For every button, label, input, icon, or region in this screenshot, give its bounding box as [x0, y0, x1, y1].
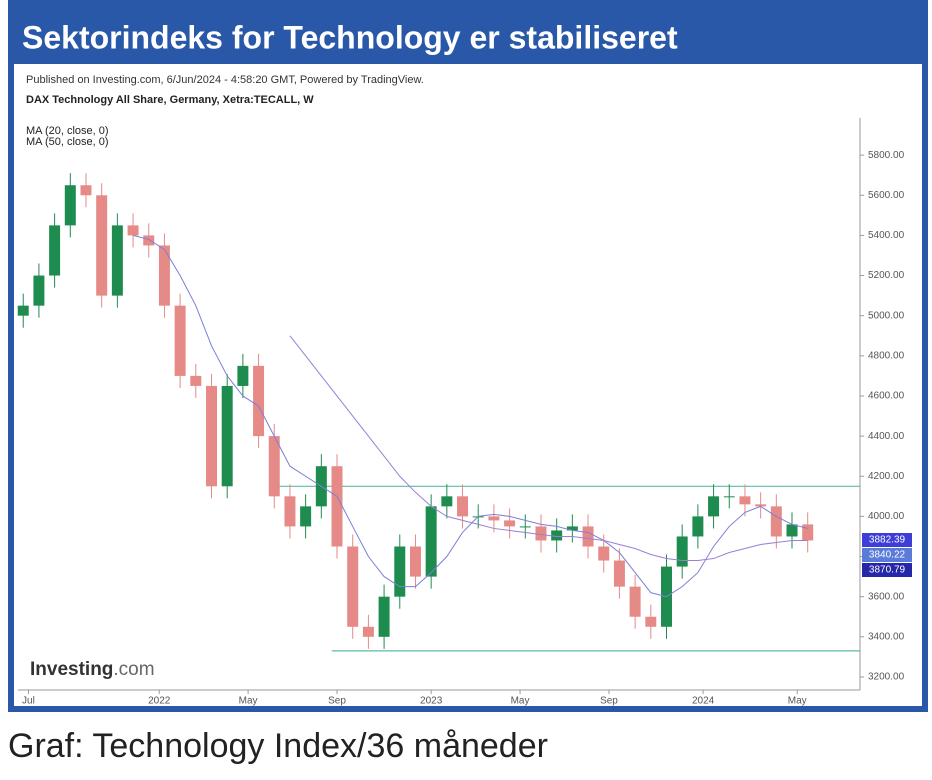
- x-tick-label: Sep: [600, 696, 618, 707]
- candle-body: [174, 305, 186, 376]
- candle-body: [190, 375, 202, 386]
- candle-body: [300, 506, 312, 527]
- candle-body: [802, 524, 814, 541]
- legend-entry: MA (50, close, 0): [26, 136, 109, 148]
- brand-logo: Investing.com: [30, 659, 155, 680]
- price-label-bg: [862, 532, 912, 547]
- price-label: 3840.22: [869, 550, 906, 561]
- x-tick-label: 2024: [692, 696, 715, 707]
- y-tick-label: 3600.00: [868, 591, 905, 602]
- price-label: 3882.39: [869, 535, 906, 546]
- candle-body: [598, 546, 610, 561]
- x-tick-label: 2022: [148, 696, 171, 707]
- x-tick-label: May: [239, 696, 258, 707]
- candle-body: [551, 530, 563, 541]
- candle-body: [49, 225, 61, 276]
- candle-body: [33, 275, 45, 306]
- candle-body: [331, 466, 343, 547]
- x-tick-label: Sep: [328, 696, 346, 707]
- y-tick-label: 4400.00: [868, 431, 905, 442]
- y-tick-label: 4200.00: [868, 471, 905, 482]
- price-label-bg: [862, 547, 912, 562]
- candle-body: [362, 626, 374, 637]
- candle-body: [786, 524, 798, 537]
- candle-body: [676, 536, 688, 567]
- y-tick-label: 5600.00: [868, 190, 905, 201]
- x-tick-label: May: [511, 696, 530, 707]
- candle-body: [566, 526, 578, 531]
- candle-body: [739, 496, 751, 505]
- candle-body: [143, 235, 155, 246]
- candle-body: [425, 506, 437, 577]
- y-tick-label: 4000.00: [868, 511, 905, 522]
- y-tick-label: 4800.00: [868, 350, 905, 361]
- x-tick-label: May: [788, 696, 807, 707]
- chart-area: [14, 64, 922, 706]
- chart-title: Sektorindeks for Technology er stabilise…: [22, 19, 678, 55]
- candle-body: [253, 365, 265, 437]
- candle-body: [80, 185, 92, 196]
- y-tick-label: 5000.00: [868, 310, 905, 321]
- candle-body: [755, 504, 767, 507]
- subtitle: DAX Technology All Share, Germany, Xetra…: [26, 94, 314, 106]
- y-tick-label: 4600.00: [868, 391, 905, 402]
- candle-body: [519, 526, 531, 528]
- y-tick-label: 5200.00: [868, 270, 905, 281]
- caption: Graf: Technology Index/36 måneder: [8, 727, 548, 765]
- candle-body: [582, 526, 594, 547]
- candle-body: [723, 496, 735, 498]
- candle-body: [692, 516, 704, 537]
- candle-body: [457, 496, 469, 517]
- candle-body: [17, 305, 29, 316]
- brand-suffix: .com: [113, 659, 154, 680]
- legend-entry: MA (20, close, 0): [26, 125, 109, 137]
- candle-body: [284, 496, 296, 527]
- price-label: 3870.79: [869, 565, 906, 576]
- candle-body: [96, 195, 108, 296]
- candle-body: [708, 496, 720, 517]
- candle-body: [237, 365, 249, 386]
- price-label-bg: [862, 562, 912, 577]
- candle-body: [409, 546, 421, 577]
- candle-body: [488, 516, 500, 521]
- source: Published on Investing.com, 6/Jun/2024 -…: [26, 74, 424, 86]
- candle-body: [613, 560, 625, 587]
- ma-line: [132, 234, 808, 598]
- candle-body: [378, 596, 390, 637]
- x-tick-label: 2023: [420, 696, 443, 707]
- candle-body: [111, 225, 123, 296]
- x-tick-label: Jul: [22, 696, 35, 707]
- y-tick-label: 3400.00: [868, 631, 905, 642]
- candle-body: [394, 546, 406, 597]
- y-tick-label: 5400.00: [868, 230, 905, 241]
- candle-body: [504, 520, 516, 527]
- candle-body: [535, 526, 547, 541]
- candle-body: [127, 225, 139, 236]
- candle-body: [770, 506, 782, 537]
- candle-body: [645, 616, 657, 627]
- candle-body: [158, 245, 170, 306]
- brand: Investing: [30, 659, 113, 680]
- y-tick-label: 5800.00: [868, 150, 905, 161]
- y-tick-label: 3200.00: [868, 672, 905, 683]
- candle-body: [221, 385, 233, 487]
- candle-body: [268, 436, 280, 497]
- candle-body: [629, 586, 641, 617]
- candle-body: [206, 385, 217, 487]
- candle-body: [347, 546, 359, 627]
- ma-line: [289, 335, 808, 562]
- candle-body: [441, 496, 453, 507]
- candle-body: [64, 185, 76, 226]
